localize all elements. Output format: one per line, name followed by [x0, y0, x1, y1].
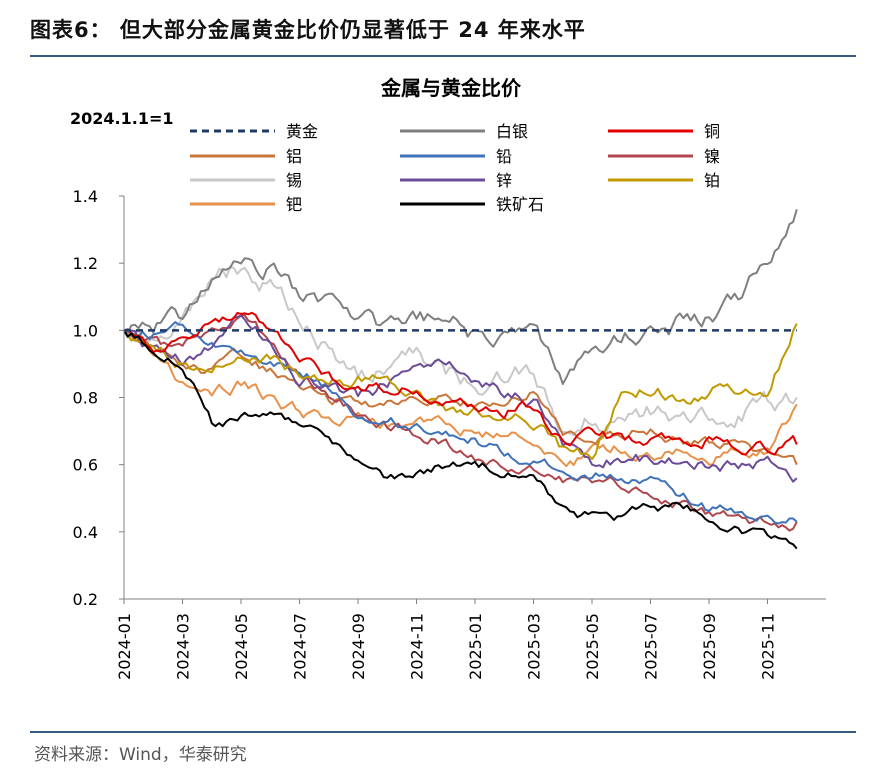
- x-tick-label: 2024-07: [291, 613, 310, 680]
- series-line-ironore: [123, 329, 798, 550]
- y-tick-label: 1.4: [73, 187, 98, 206]
- legend-label-platinum: 铂: [704, 171, 720, 190]
- source-note: 资料来源：Wind，华泰研究: [34, 745, 247, 765]
- x-tick-label: 2024-05: [232, 613, 251, 680]
- y-tick-label: 1.2: [73, 254, 98, 273]
- legend-label-ironore: 铁矿石: [496, 195, 544, 214]
- series-line-tin: [123, 265, 798, 436]
- series-line-lead: [123, 321, 798, 525]
- bottom-rule: [30, 731, 856, 733]
- y-tick-label: 0.6: [73, 456, 98, 475]
- series-line-silver: [123, 209, 798, 385]
- x-tick-label: 2024-09: [349, 613, 368, 680]
- legend-label-aluminum: 铝: [286, 147, 302, 166]
- x-tick-label: 2024-01: [115, 613, 134, 680]
- y-tick-label: 1.0: [73, 321, 98, 340]
- x-tick-label: 2024-03: [174, 613, 193, 680]
- legend-label-gold: 黄金: [286, 122, 318, 141]
- y-tick-label: 0.8: [73, 389, 98, 408]
- legend-label-lead: 铅: [496, 147, 512, 166]
- legend-label-silver: 白银: [496, 122, 528, 141]
- x-tick-label: 2025-05: [583, 613, 602, 680]
- legend-label-tin: 锡: [286, 171, 302, 190]
- x-ticks: 2024-01 2024-03 2024-05 2024-07 2024-09 2024-…: [115, 599, 778, 680]
- top-rule: [30, 55, 856, 57]
- series-line-nickel: [123, 314, 798, 532]
- base-note: 2024.1.1=1: [70, 109, 174, 128]
- chart-title: 金属与黄金比价: [380, 76, 522, 100]
- series-line-copper: [123, 311, 798, 456]
- series-line-zinc: [123, 314, 798, 483]
- series-line-palladium: [123, 329, 798, 468]
- legend-label-palladium: 钯: [286, 195, 302, 214]
- legend: 黄金 白银 铜铝 铅 镍锡 锌 铂钯 铁矿石: [190, 122, 720, 214]
- figure-title: 图表6： 但大部分金属黄金比价仍显著低于 24 年来水平: [30, 18, 586, 42]
- legend-label-copper: 铜: [704, 122, 720, 141]
- series-line-platinum: [123, 323, 798, 460]
- y-ticks: 0.2 0.4 0.6 0.8 1.0 1.2 1.4: [73, 187, 124, 609]
- x-tick-label: 2025-11: [759, 613, 778, 680]
- x-tick-label: 2025-09: [700, 613, 719, 680]
- x-tick-label: 2024-11: [408, 613, 427, 680]
- y-tick-label: 0.4: [73, 523, 98, 542]
- series-layer: [123, 209, 798, 550]
- x-tick-label: 2025-03: [525, 613, 544, 680]
- legend-label-zinc: 锌: [496, 171, 512, 190]
- legend-label-nickel: 镍: [704, 147, 720, 166]
- y-tick-label: 0.2: [73, 590, 98, 609]
- axes: [123, 196, 826, 600]
- x-tick-label: 2025-07: [642, 613, 661, 680]
- x-tick-label: 2025-01: [466, 613, 485, 680]
